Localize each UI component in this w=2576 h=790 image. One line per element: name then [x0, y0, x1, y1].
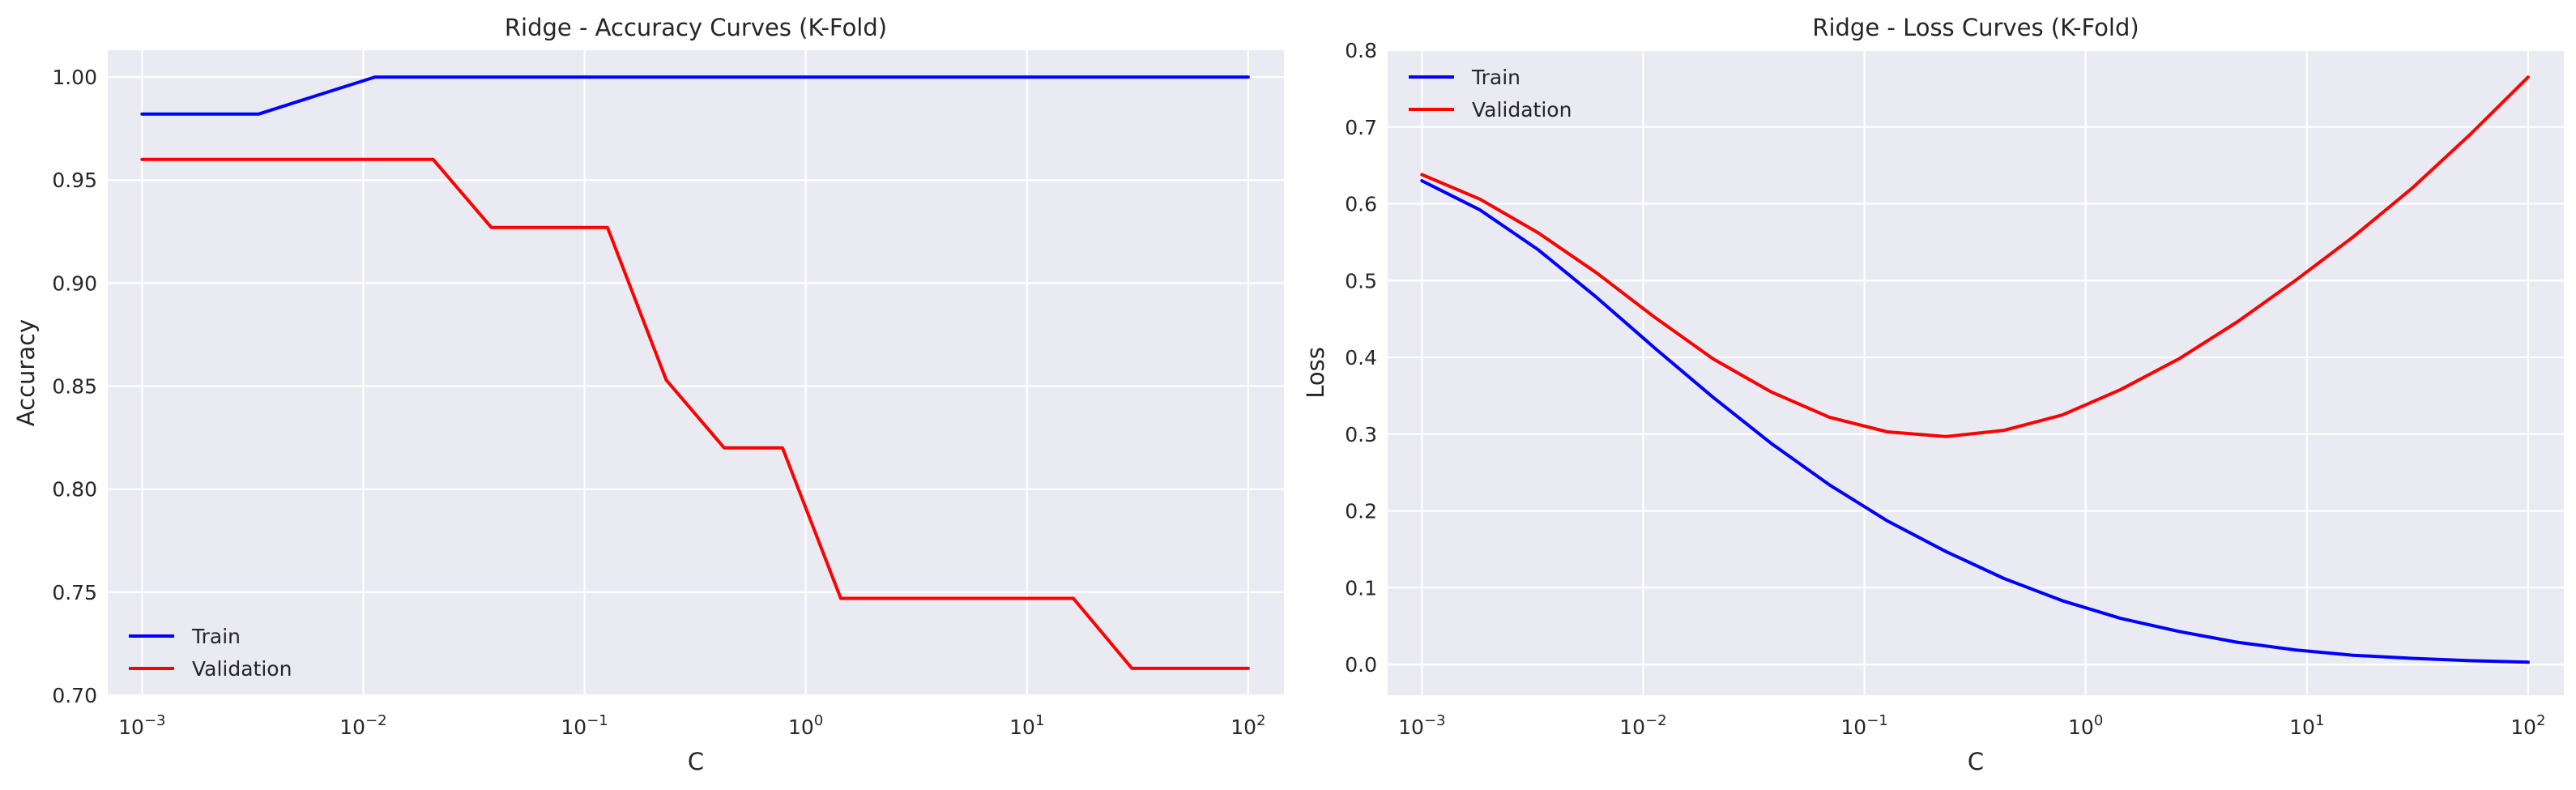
accuracy-x-tick-label: 10−1 — [561, 712, 608, 739]
loss-x-tick-label: 100 — [2068, 712, 2103, 739]
accuracy-x-tick-base: 10 — [788, 715, 814, 739]
loss-x-tick-label: 10−1 — [1840, 712, 1887, 739]
accuracy-y-tick-label: 0.90 — [52, 271, 97, 295]
loss-validation-line — [1420, 75, 2530, 438]
accuracy-train-line — [140, 75, 1250, 116]
accuracy-y-tick-label: 0.85 — [52, 375, 97, 399]
accuracy-y-axis-label: Accuracy — [12, 319, 40, 426]
loss-y-tick-label: 0.5 — [1345, 269, 1377, 293]
accuracy-x-tick-base: 10 — [339, 715, 365, 739]
accuracy-x-tick-base: 10 — [561, 715, 586, 739]
accuracy-x-tick-label: 101 — [1009, 712, 1044, 739]
loss-x-tick-label: 10−2 — [1619, 712, 1666, 739]
loss-legend: Train Validation — [1409, 66, 1572, 122]
accuracy-ticks: 10−3 10−2 10−1 100 101 1020.700.750.800.850.9… — [52, 66, 1265, 739]
loss-x-tick-exponent: 0 — [2094, 712, 2103, 729]
loss-x-tick-exponent: −3 — [1424, 712, 1446, 729]
accuracy-chart-title: Ridge - Accuracy Curves (K-Fold) — [505, 14, 887, 41]
accuracy-x-tick-base: 10 — [1009, 715, 1035, 739]
accuracy-plot-area — [108, 50, 1284, 695]
accuracy-y-tick-label: 0.95 — [52, 169, 97, 192]
accuracy-x-tick-exponent: 0 — [814, 712, 823, 729]
accuracy-x-tick-exponent: −2 — [365, 712, 387, 729]
loss-x-tick-base: 10 — [1840, 715, 1866, 739]
loss-chart: 10−3 10−2 10−1 100 101 1020.00.10.20.30.40.50… — [1302, 14, 2564, 775]
loss-chart-title: Ridge - Loss Curves (K-Fold) — [1812, 14, 2139, 41]
accuracy-x-tick-label: 100 — [788, 712, 823, 739]
loss-x-tick-exponent: −2 — [1645, 712, 1667, 729]
accuracy-y-tick-label: 0.80 — [52, 478, 97, 502]
loss-x-tick-label: 102 — [2510, 712, 2545, 739]
accuracy-series — [140, 75, 1250, 670]
accuracy-x-tick-exponent: 1 — [1035, 712, 1044, 729]
loss-y-axis-label: Loss — [1302, 347, 1329, 399]
loss-y-tick-label: 0.7 — [1345, 116, 1377, 139]
loss-x-tick-base: 10 — [1619, 715, 1645, 739]
loss-x-tick-base: 10 — [1398, 715, 1424, 739]
loss-y-tick-label: 0.6 — [1345, 193, 1377, 216]
accuracy-y-tick-label: 1.00 — [52, 66, 97, 89]
accuracy-legend-label-train: Train — [191, 625, 241, 648]
loss-legend-label-train: Train — [1471, 66, 1520, 89]
accuracy-x-tick-base: 10 — [118, 715, 144, 739]
loss-x-tick-base: 10 — [2510, 715, 2536, 739]
loss-ticks: 10−3 10−2 10−1 100 101 1020.00.10.20.30.40.50… — [1345, 39, 2545, 739]
accuracy-chart: 10−3 10−2 10−1 100 101 1020.700.750.800.850.9… — [12, 14, 1284, 775]
loss-x-tick-base: 10 — [2068, 715, 2094, 739]
loss-y-tick-label: 0.4 — [1345, 346, 1377, 369]
loss-x-tick-label: 10−3 — [1398, 712, 1445, 739]
loss-y-tick-label: 0.8 — [1345, 39, 1377, 62]
accuracy-y-tick-label: 0.70 — [52, 684, 97, 707]
loss-y-tick-label: 0.2 — [1345, 500, 1377, 523]
accuracy-x-tick-label: 10−2 — [339, 712, 386, 739]
accuracy-x-axis-label: C — [688, 748, 704, 775]
loss-y-tick-label: 0.3 — [1345, 423, 1377, 446]
loss-y-tick-label: 0.1 — [1345, 576, 1377, 600]
loss-x-tick-exponent: −1 — [1866, 712, 1888, 729]
accuracy-y-tick-label: 0.75 — [52, 581, 97, 604]
loss-train-line — [1420, 179, 2530, 664]
loss-x-tick-base: 10 — [2289, 715, 2315, 739]
loss-x-tick-exponent: 2 — [2536, 712, 2545, 729]
accuracy-legend-label-validation: Validation — [192, 657, 292, 681]
loss-plot-area — [1388, 50, 2564, 695]
loss-grid — [1388, 49, 2564, 695]
loss-x-tick-exponent: 1 — [2315, 712, 2324, 729]
accuracy-x-tick-exponent: −1 — [586, 712, 608, 729]
loss-legend-label-validation: Validation — [1472, 98, 1572, 122]
accuracy-x-tick-base: 10 — [1230, 715, 1256, 739]
loss-x-axis-label: C — [1968, 748, 1984, 775]
accuracy-validation-line — [140, 157, 1250, 670]
loss-y-tick-label: 0.0 — [1345, 653, 1377, 677]
loss-x-tick-label: 101 — [2289, 712, 2324, 739]
accuracy-x-tick-label: 10−3 — [118, 712, 165, 739]
accuracy-x-tick-label: 102 — [1230, 712, 1265, 739]
accuracy-legend: Train Validation — [129, 625, 292, 681]
accuracy-x-tick-exponent: 2 — [1256, 712, 1265, 729]
accuracy-x-tick-exponent: −3 — [144, 712, 166, 729]
loss-series — [1420, 75, 2530, 664]
